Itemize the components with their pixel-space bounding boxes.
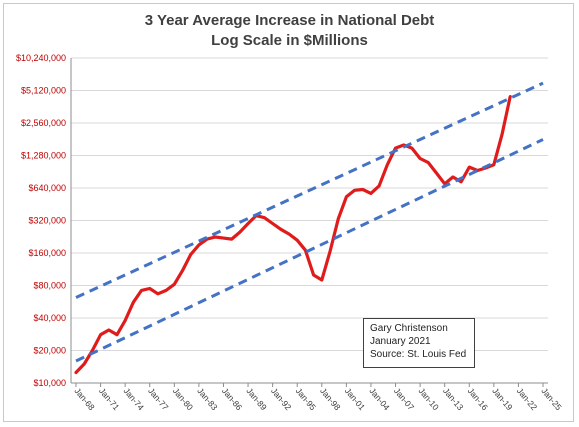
note-line: January 2021 xyxy=(370,336,431,347)
y-tick-label: $10,000 xyxy=(33,378,66,388)
note-line: Gary Christenson xyxy=(370,323,448,334)
y-tick-label: $80,000 xyxy=(33,281,66,291)
x-tick-label: Jan-71 xyxy=(97,386,122,413)
trend-channel-line xyxy=(75,138,544,363)
chart-frame xyxy=(3,3,574,422)
x-tick-label: Jan-13 xyxy=(441,386,466,413)
y-tick-label: $2,560,000 xyxy=(21,118,66,128)
y-tick-label: $160,000 xyxy=(28,248,66,258)
y-tick-label: $10,240,000 xyxy=(16,53,66,63)
y-tick-label: $20,000 xyxy=(33,346,66,356)
x-tick-label: Jan-98 xyxy=(318,386,343,413)
x-tick-label: Jan-07 xyxy=(392,386,417,413)
x-tick-label: Jan-95 xyxy=(294,386,319,413)
chart-subtitle: Log Scale in $Millions xyxy=(211,32,368,49)
y-tick-label: $5,120,000 xyxy=(21,86,66,96)
x-tick-label: Jan-83 xyxy=(195,386,220,413)
x-tick-label: Jan-74 xyxy=(122,386,147,413)
x-tick-label: Jan-92 xyxy=(269,386,294,413)
x-tick-label: Jan-01 xyxy=(343,386,368,413)
y-tick-label: $320,000 xyxy=(28,216,66,226)
x-tick-label: Jan-80 xyxy=(171,386,196,413)
x-tick-label: Jan-68 xyxy=(72,386,97,413)
x-tick-label: Jan-16 xyxy=(466,386,491,413)
x-tick-label: Jan-89 xyxy=(245,386,270,413)
source-note: Gary Christenson January 2021 Source: St… xyxy=(363,318,475,368)
x-tick-label: Jan-77 xyxy=(146,386,171,413)
x-tick-label: Jan-19 xyxy=(490,386,515,413)
debt-increase-line xyxy=(74,94,512,375)
x-tick-label: Jan-10 xyxy=(417,386,442,413)
x-tick-label: Jan-86 xyxy=(220,386,245,413)
y-tick-label: $1,280,000 xyxy=(21,151,66,161)
x-tick-label: Jan-22 xyxy=(515,386,540,413)
x-tick-label: Jan-04 xyxy=(367,386,392,413)
y-tick-label: $40,000 xyxy=(33,313,66,323)
chart-title: 3 Year Average Increase in National Debt xyxy=(144,12,435,29)
trend-channel-line xyxy=(75,81,544,299)
note-line: Source: St. Louis Fed xyxy=(370,349,467,360)
x-tick-label: Jan-25 xyxy=(539,386,564,413)
y-tick-label: $640,000 xyxy=(28,183,66,193)
